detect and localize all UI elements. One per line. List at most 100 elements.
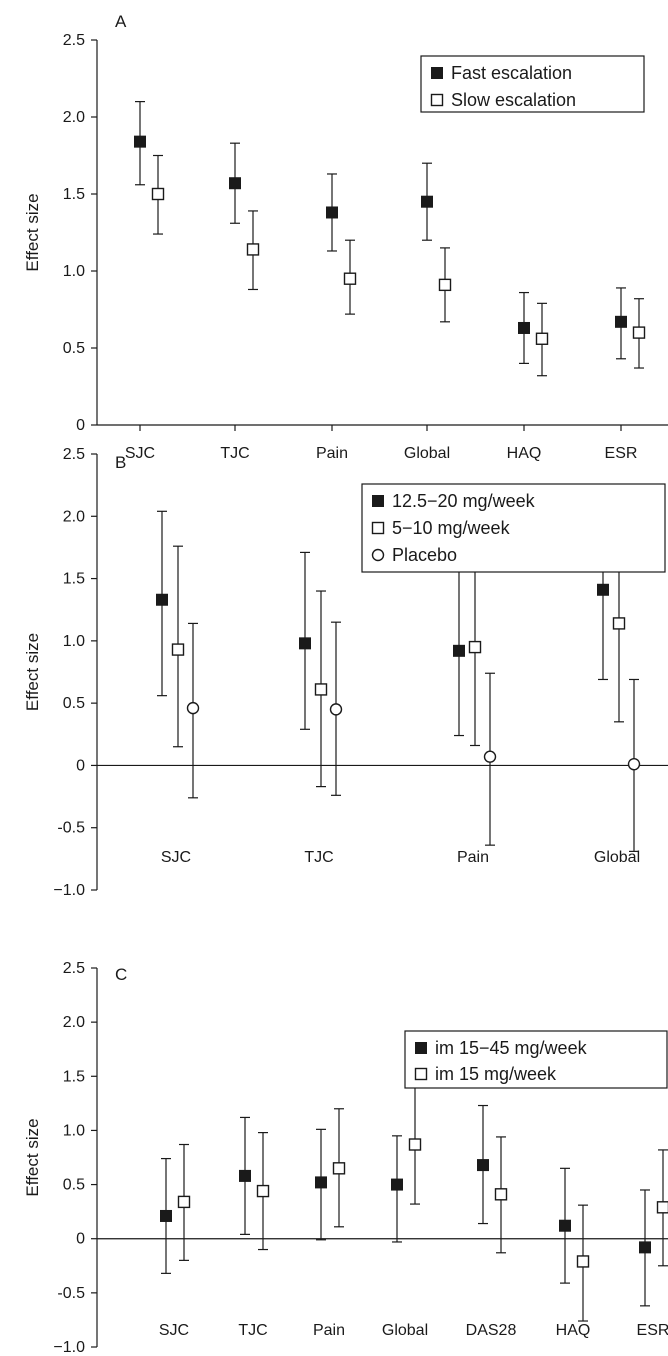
y-tick-label: 2.5 bbox=[63, 960, 85, 977]
data-point bbox=[332, 1162, 346, 1175]
y-tick-label: 1.0 bbox=[63, 1122, 85, 1139]
y-tick-label: 1.5 bbox=[63, 1068, 85, 1085]
legend: 12.5−20 mg/week 5−10 mg/week Placebo bbox=[361, 483, 666, 573]
data-point bbox=[627, 757, 641, 771]
category-label: TJC bbox=[220, 445, 249, 462]
category-label: ESR bbox=[637, 1322, 668, 1339]
data-point bbox=[483, 750, 497, 763]
legend-label: Slow escalation bbox=[451, 90, 576, 110]
data-point bbox=[156, 593, 168, 606]
data-point bbox=[408, 1138, 422, 1151]
data-point bbox=[160, 1209, 172, 1222]
data-point bbox=[256, 1184, 270, 1198]
data-point bbox=[239, 1169, 251, 1182]
data-point bbox=[615, 315, 627, 328]
series-2 bbox=[177, 1083, 668, 1322]
data-point bbox=[518, 321, 530, 334]
legend-box bbox=[361, 483, 666, 573]
panel-label: C bbox=[115, 965, 127, 984]
legend-marker bbox=[372, 495, 384, 507]
data-point bbox=[229, 177, 241, 190]
y-tick-label: 0.5 bbox=[63, 1177, 85, 1194]
y-tick-label: 1.0 bbox=[63, 263, 85, 280]
panel-c: C −1.0 -0.5 0 0.5 1.0 1.5 2.0 2.5 Effect size SJC T… bbox=[23, 960, 668, 1356]
data-point bbox=[612, 617, 626, 630]
data-point bbox=[632, 326, 646, 339]
panel-label: A bbox=[115, 12, 127, 31]
data-point bbox=[477, 1159, 489, 1172]
category-label: TJC bbox=[238, 1322, 267, 1339]
category-label: Pain bbox=[457, 849, 489, 866]
category-label: SJC bbox=[161, 849, 191, 866]
category-label: SJC bbox=[159, 1322, 189, 1339]
category-label: Global bbox=[404, 445, 450, 462]
legend-marker bbox=[415, 1042, 427, 1054]
legend-label: im 15 mg/week bbox=[435, 1064, 557, 1084]
y-tick-label: 0 bbox=[76, 757, 85, 774]
panel-b: B −1.0 -0.5 0 0.5 1.0 1.5 2.0 2.5 Effect size SJC T… bbox=[23, 446, 668, 899]
data-point bbox=[535, 332, 549, 345]
y-tick-label: 0 bbox=[76, 417, 85, 434]
data-point bbox=[326, 206, 338, 219]
data-point bbox=[639, 1241, 651, 1254]
data-point bbox=[186, 701, 200, 715]
legend-marker bbox=[371, 521, 385, 535]
data-point bbox=[134, 135, 146, 148]
data-point bbox=[329, 703, 343, 716]
legend-label: Placebo bbox=[392, 545, 457, 565]
legend-marker bbox=[431, 67, 443, 79]
data-point bbox=[151, 187, 165, 201]
data-point bbox=[656, 1201, 668, 1214]
series-3 bbox=[186, 621, 641, 852]
y-tick-label: 1.5 bbox=[63, 571, 85, 588]
data-point bbox=[559, 1219, 571, 1232]
y-tick-label: 2.5 bbox=[63, 446, 85, 463]
data-point bbox=[421, 195, 433, 208]
legend-label: Fast escalation bbox=[451, 63, 572, 83]
category-label: Pain bbox=[316, 445, 348, 462]
data-point bbox=[453, 644, 465, 657]
data-point bbox=[494, 1188, 508, 1201]
y-tick-label: 2.0 bbox=[63, 1014, 85, 1031]
legend-label: 5−10 mg/week bbox=[392, 518, 511, 538]
legend-marker bbox=[430, 93, 444, 107]
data-point bbox=[177, 1195, 191, 1209]
y-tick-label: 1.0 bbox=[63, 633, 85, 650]
data-point bbox=[314, 683, 328, 696]
category-label: ESR bbox=[605, 445, 638, 462]
y-tick-label: 1.5 bbox=[63, 186, 85, 203]
category-label: Global bbox=[382, 1322, 428, 1339]
data-point bbox=[468, 640, 482, 654]
data-point bbox=[597, 583, 609, 596]
data-point bbox=[576, 1255, 590, 1268]
y-tick-label: -0.5 bbox=[57, 820, 85, 837]
panel-label: B bbox=[115, 453, 126, 472]
series-1 bbox=[160, 1104, 651, 1307]
legend: Fast escalation Slow escalation bbox=[420, 55, 645, 113]
data-point bbox=[246, 243, 260, 256]
series-1 bbox=[156, 492, 609, 737]
category-label: Pain bbox=[313, 1322, 345, 1339]
y-tick-label: 0.5 bbox=[63, 695, 85, 712]
y-tick-label: −1.0 bbox=[53, 1339, 85, 1356]
legend-box bbox=[420, 55, 645, 113]
category-label: TJC bbox=[304, 849, 333, 866]
y-tick-label: 0.5 bbox=[63, 340, 85, 357]
data-point bbox=[315, 1176, 327, 1189]
series-1 bbox=[134, 100, 627, 364]
category-label: HAQ bbox=[556, 1322, 591, 1339]
data-point bbox=[438, 278, 452, 292]
legend-marker bbox=[371, 548, 385, 562]
y-tick-label: −1.0 bbox=[53, 882, 85, 899]
y-tick-label: 2.0 bbox=[63, 109, 85, 126]
y-axis-title: Effect size bbox=[23, 193, 42, 271]
data-point bbox=[299, 637, 311, 650]
data-point bbox=[171, 643, 185, 656]
legend-label: im 15−45 mg/week bbox=[435, 1038, 588, 1058]
y-axis-title: Effect size bbox=[23, 1118, 42, 1196]
legend-label: 12.5−20 mg/week bbox=[392, 491, 536, 511]
category-label: HAQ bbox=[507, 445, 542, 462]
legend-box bbox=[404, 1030, 668, 1089]
